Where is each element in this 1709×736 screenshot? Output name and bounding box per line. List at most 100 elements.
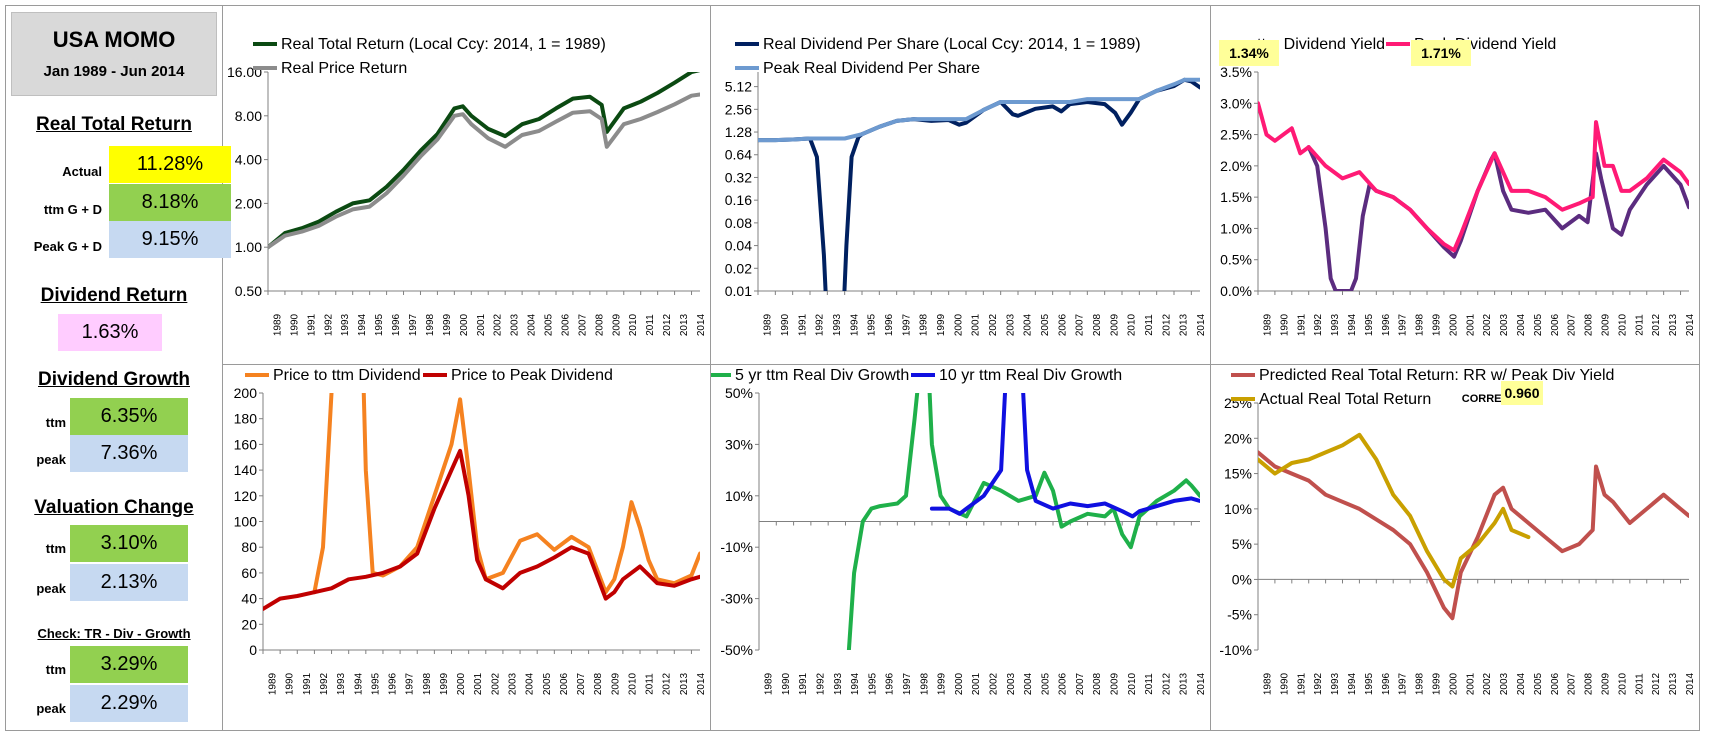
series-line-1: [312, 393, 700, 595]
x-tick-label: 1991: [1296, 313, 1307, 336]
x-tick-label: 2010: [1127, 672, 1138, 695]
x-tick-label: 2004: [525, 672, 536, 695]
x-tick-label: 2008: [1584, 313, 1595, 336]
x-tick-label: 1992: [816, 672, 827, 695]
x-tick-label: 2014: [1685, 313, 1696, 336]
x-tick-label: 1993: [832, 313, 843, 336]
x-tick-label: 2004: [527, 313, 538, 336]
y-tick-label: 5%: [1232, 536, 1252, 552]
y-tick-label: 3.5%: [1220, 64, 1252, 80]
x-tick-label: 2007: [1075, 672, 1086, 695]
y-tick-label: 0.0%: [1220, 283, 1252, 299]
x-tick-label: 2009: [611, 313, 622, 336]
row-label-check-ttm: ttm: [45, 662, 66, 677]
legend-label: Price to Peak Dividend: [451, 367, 613, 384]
y-tick-label: 200: [234, 385, 258, 401]
y-tick-label: 0.64: [725, 147, 752, 163]
x-tick-label: 1995: [867, 672, 878, 695]
x-tick-label: 2001: [971, 313, 982, 336]
legend-label: Price to ttm Dividend: [273, 367, 421, 384]
x-tick-label: 1990: [1279, 672, 1290, 695]
x-tick-label: 2014: [1196, 313, 1207, 336]
x-tick-label: 2014: [696, 313, 707, 336]
x-tick-label: 1994: [357, 313, 368, 336]
section-heading-dividend-return: Dividend Return: [40, 285, 188, 306]
period-label: Jan 1989 - Jun 2014: [43, 63, 185, 80]
divider-sidebar: [222, 5, 223, 731]
divider-col3: [1210, 5, 1211, 731]
badge-box: [1501, 381, 1543, 405]
x-tick-label: 1996: [1381, 313, 1392, 336]
section-heading-check: Check: TR - Div - Growth: [37, 626, 191, 641]
x-tick-label: 2010: [1617, 313, 1628, 336]
y-tick-label: 0.01: [725, 283, 752, 299]
x-tick-label: 1989: [268, 672, 279, 695]
x-tick-label: 1991: [798, 672, 809, 695]
y-tick-label: 30%: [725, 436, 753, 452]
y-tick-label: 8.00: [235, 108, 262, 124]
x-tick-label: 1991: [302, 672, 313, 695]
x-tick-label: 1996: [1381, 672, 1392, 695]
y-tick-label: 0.50: [235, 283, 262, 299]
row-label-peak-gd: Peak G + D: [33, 239, 102, 254]
badge-label: 0.960: [1504, 385, 1539, 401]
legend-label: Real Total Return (Local Ccy: 2014, 1 = …: [281, 36, 606, 53]
x-tick-label: 2013: [1179, 672, 1190, 695]
badge-box: [1219, 40, 1279, 66]
badge-label: 1.34%: [1229, 45, 1269, 61]
x-tick-label: 2010: [1127, 313, 1138, 336]
x-tick-label: 2000: [1448, 313, 1459, 336]
y-tick-label: 50%: [725, 385, 753, 401]
x-tick-label: 2005: [544, 313, 555, 336]
row-label-check-peak: peak: [36, 701, 66, 716]
x-tick-label: 2004: [1516, 313, 1527, 336]
x-tick-label: 1990: [1279, 313, 1290, 336]
x-tick-label: 1995: [867, 313, 878, 336]
section-heading-dividend-growth: Dividend Growth: [38, 369, 190, 390]
x-tick-label: 2008: [1584, 672, 1595, 695]
x-tick-label: 1994: [1347, 672, 1358, 695]
y-tick-label: 0.08: [725, 215, 752, 231]
x-tick-label: 2002: [1482, 313, 1493, 336]
legend-label: Peak Real Dividend Per Share: [763, 60, 980, 77]
x-tick-label: 1991: [1296, 672, 1307, 695]
y-tick-label: 2.5%: [1220, 127, 1252, 143]
y-tick-label: 15%: [1224, 466, 1252, 482]
x-tick-label: 1993: [1330, 672, 1341, 695]
x-tick-label: 1990: [781, 672, 792, 695]
value-actual-return: 11.28%: [109, 146, 231, 183]
x-tick-label: 1997: [408, 313, 419, 336]
x-tick-label: 2013: [1668, 313, 1679, 336]
legend-label: Actual Real Total Return: [1259, 391, 1431, 408]
series-line-1: [268, 72, 700, 250]
y-tick-label: 160: [234, 436, 258, 452]
x-tick-label: 1989: [1262, 313, 1273, 336]
x-tick-label: 1992: [1313, 672, 1324, 695]
series-line-1: [1306, 145, 1689, 291]
series-line-2: [929, 393, 1200, 519]
y-tick-label: -30%: [720, 591, 753, 607]
series-line-2: [1258, 101, 1689, 253]
x-tick-label: 1994: [849, 313, 860, 336]
x-tick-label: 2011: [645, 673, 656, 695]
x-tick-label: 2009: [1600, 313, 1611, 336]
x-tick-label: 2009: [610, 672, 621, 695]
x-tick-label: 2003: [1499, 672, 1510, 695]
y-tick-label: 80: [241, 539, 257, 555]
x-tick-label: 1994: [353, 672, 364, 695]
x-tick-label: 1997: [405, 672, 416, 695]
y-tick-label: 0.16: [725, 192, 752, 208]
x-tick-label: 2013: [1668, 672, 1679, 695]
chart-predicted-vs-actual-return: 25%20%15%10%5%0%-5%-10%1989 1990 1991 1992 1…: [1219, 367, 1696, 695]
x-tick-label: 2013: [1179, 313, 1190, 336]
x-tick-label: 1997: [1398, 672, 1409, 695]
x-tick-label: 2012: [1161, 313, 1172, 336]
value-growth-peak: 7.36%: [70, 435, 188, 472]
y-tick-label: 2.00: [235, 195, 262, 211]
row-label-ttm-gd: ttm G + D: [43, 202, 102, 217]
x-tick-label: 1993: [336, 672, 347, 695]
chart-real-dividend-per-share: 5.12 2.56 1.28 0.64 0.32 0.16 0.08 0.04 0.02 0.01…: [725, 36, 1207, 336]
x-tick-label: 2007: [1567, 672, 1578, 695]
y-tick-label: 140: [234, 462, 258, 478]
